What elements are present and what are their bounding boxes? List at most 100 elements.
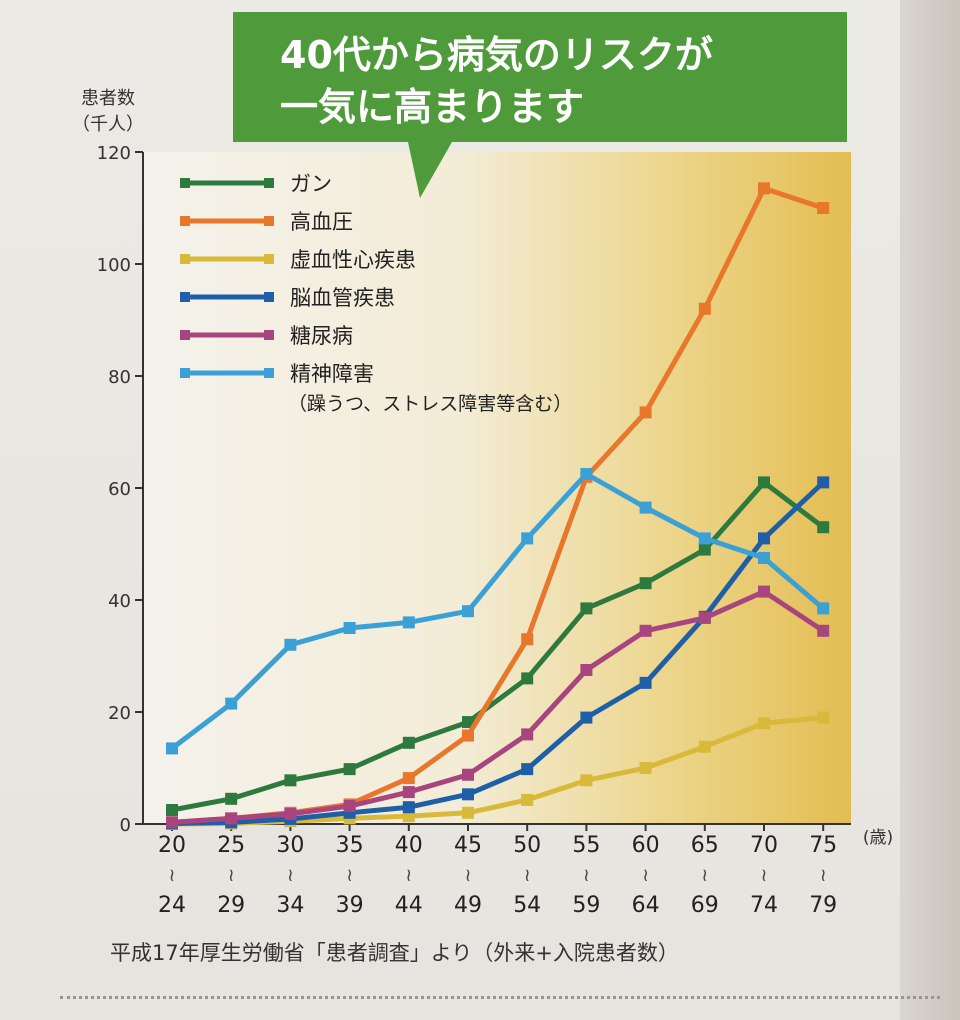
data-point: [402, 616, 415, 629]
legend-item: 脳血管疾患: [180, 286, 395, 310]
series-line: [169, 471, 826, 751]
data-point: [462, 729, 474, 742]
legend-label: ガン: [290, 172, 332, 196]
x-tick-label-to: 24: [158, 893, 186, 918]
legend-label: 糖尿病: [290, 324, 353, 348]
x-tick-range-mark: ≀: [169, 865, 176, 886]
data-point: [284, 638, 297, 651]
callout-line2: 一気に高まります: [280, 85, 584, 129]
data-point: [698, 302, 711, 315]
x-tick-range-mark: ≀: [287, 865, 294, 886]
callout-line1: 40代から病気のリスクが: [280, 33, 713, 77]
data-point: [343, 763, 356, 776]
data-point: [639, 676, 652, 689]
x-tick-range-mark: ≀: [524, 865, 531, 886]
data-point: [343, 800, 356, 813]
data-point: [402, 736, 415, 749]
data-point: [521, 728, 534, 741]
x-tick-label-from: 45: [454, 833, 482, 858]
data-point: [580, 664, 593, 676]
legend-swatch-marker: [180, 292, 190, 302]
data-point: [462, 788, 474, 801]
data-point: [758, 182, 770, 195]
dotted-divider: [60, 996, 940, 999]
x-ticks: 20 ≀ 24 25 ≀ 29 30 ≀ 34 35 ≀ 39 40 ≀ 44 45 ≀ 49 50 ≀ 54 55 ≀ 59…: [158, 824, 837, 918]
x-tick-label-from: 30: [276, 833, 304, 858]
data-point: [462, 605, 474, 618]
data-point: [462, 768, 474, 781]
series-6: [166, 468, 830, 755]
y-tick-label: 120: [97, 143, 131, 164]
legend-item: ガン: [180, 172, 332, 196]
data-point: [462, 716, 474, 729]
data-point: [521, 763, 534, 776]
data-point: [698, 532, 711, 545]
legend-swatch-marker: [264, 368, 274, 378]
x-tick-label-to: 64: [632, 893, 660, 918]
series-line: [169, 589, 826, 825]
data-point: [580, 774, 593, 787]
legend-label: 虚血性心疾患: [290, 248, 416, 272]
data-point: [698, 611, 711, 624]
x-tick-label-from: 55: [572, 833, 600, 858]
x-tick-label-to: 79: [809, 893, 837, 918]
legend-item: 精神障害: [180, 362, 374, 386]
legend-swatch-marker: [264, 292, 274, 302]
y-tick-label: 20: [108, 703, 131, 724]
x-tick-label-to: 44: [395, 893, 423, 918]
legend-item: 虚血性心疾患: [180, 248, 416, 272]
data-point: [166, 804, 178, 816]
series-line: [169, 479, 826, 813]
x-tick-label-from: 25: [217, 833, 245, 858]
y-tick-label: 0: [120, 815, 131, 836]
data-point: [758, 717, 770, 730]
data-point: [817, 202, 830, 214]
data-point: [698, 543, 711, 556]
data-point: [521, 633, 534, 646]
x-tick-range-mark: ≀: [405, 865, 412, 886]
x-tick-range-mark: ≀: [820, 865, 827, 886]
x-tick-label-from: 35: [336, 833, 364, 858]
data-point: [639, 624, 652, 637]
data-point: [521, 672, 534, 685]
data-point: [402, 772, 415, 785]
data-point: [402, 786, 415, 799]
legend-swatch-marker: [180, 178, 190, 188]
x-tick-label-from: 60: [632, 833, 660, 858]
y-axis-label-line2: （千人）: [72, 114, 144, 135]
x-tick-label-from: 20: [158, 833, 186, 858]
y-ticks: 0 20 40 60 80 100 120: [97, 143, 143, 836]
legend-swatch-marker: [264, 216, 274, 226]
legend-label: 高血圧: [290, 210, 353, 234]
x-tick-label-to: 59: [572, 893, 600, 918]
data-point: [758, 585, 770, 598]
data-point: [698, 740, 711, 753]
data-point: [284, 774, 297, 787]
x-tick-range-mark: ≀: [761, 865, 768, 886]
data-point: [580, 468, 593, 480]
x-tick-label-from: 50: [513, 833, 541, 858]
legend-swatch-marker: [180, 216, 190, 226]
x-tick-range-mark: ≀: [346, 865, 353, 886]
data-point: [639, 406, 652, 419]
data-point: [639, 762, 652, 774]
data-point: [402, 801, 415, 814]
x-tick-label-from: 40: [395, 833, 423, 858]
legend-item: 糖尿病: [180, 324, 353, 348]
data-point: [817, 476, 830, 489]
legend-swatch-marker: [264, 330, 274, 340]
x-tick-range-mark: ≀: [701, 865, 708, 886]
x-tick-range-mark: ≀: [642, 865, 649, 886]
data-point: [758, 552, 770, 564]
legend-swatch-marker: [180, 368, 190, 378]
y-tick-label: 100: [97, 255, 131, 276]
data-point: [817, 602, 830, 615]
x-tick-label-to: 29: [217, 893, 245, 918]
data-point: [758, 476, 770, 489]
legend-item: 高血圧: [180, 210, 353, 234]
x-tick-label-to: 54: [513, 893, 541, 918]
data-point: [521, 793, 534, 806]
legend-swatch-marker: [264, 178, 274, 188]
